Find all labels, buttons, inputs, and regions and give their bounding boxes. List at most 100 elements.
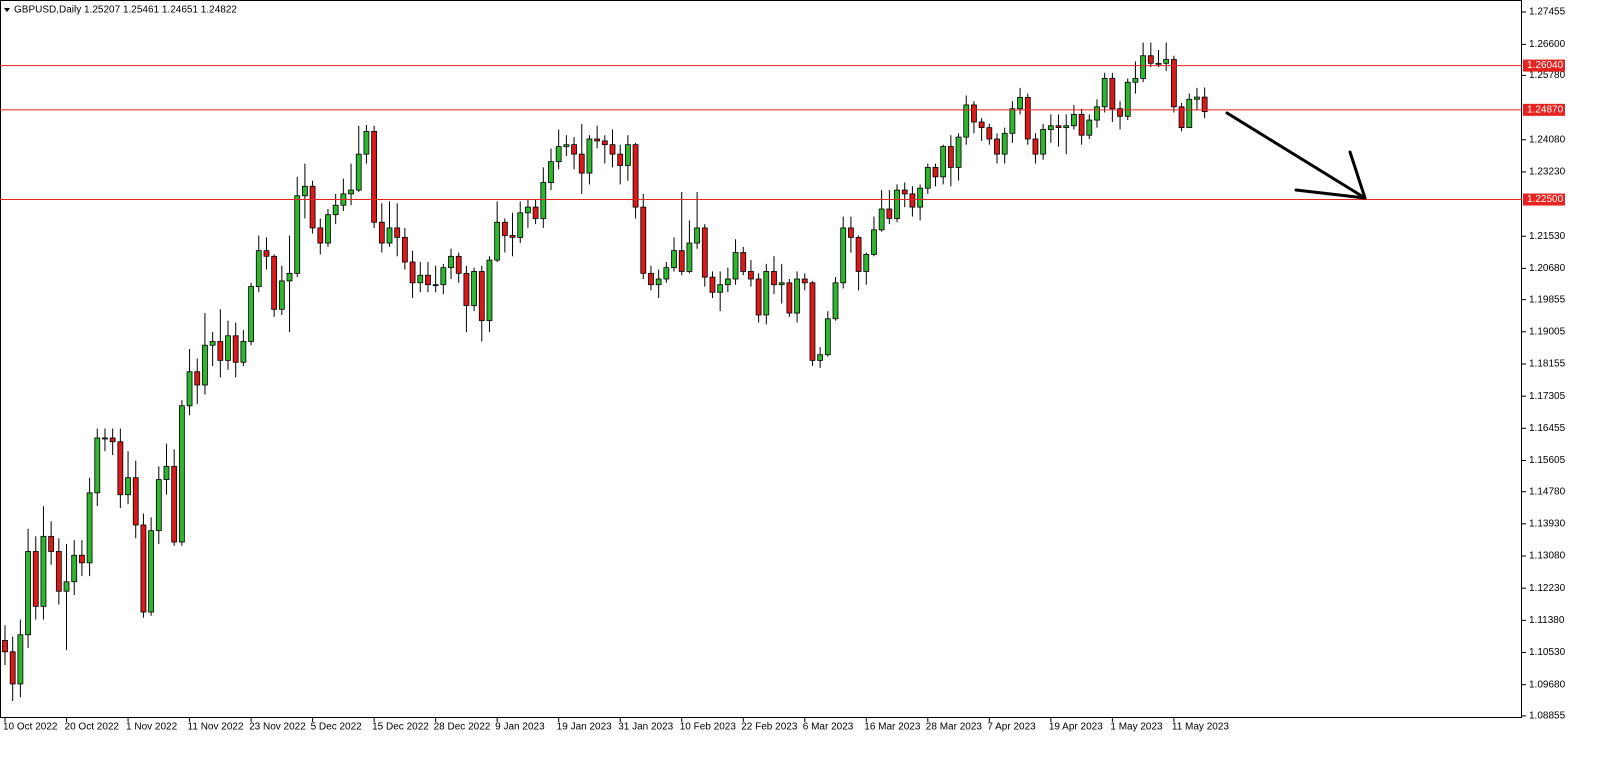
y-tick-label: 1.16455 <box>1529 423 1566 434</box>
candle-body <box>655 278 662 286</box>
candle-body <box>140 524 147 613</box>
candle-body <box>55 551 62 592</box>
candle-body <box>955 136 962 168</box>
candle-body <box>878 208 885 231</box>
candle-body <box>1055 125 1062 129</box>
level-label: 1.22500 <box>1527 194 1564 205</box>
candle-body <box>671 250 677 269</box>
arrow-head <box>1294 188 1367 200</box>
candle-body <box>1163 59 1170 64</box>
candle-body <box>378 221 385 244</box>
candle-body <box>786 282 793 314</box>
candle-body <box>363 131 370 155</box>
candle-body <box>1140 55 1147 79</box>
candle-body <box>1124 81 1131 117</box>
candle-body <box>32 551 39 607</box>
candle-body <box>771 271 777 286</box>
candle-body <box>1086 119 1093 136</box>
y-tick-label: 1.09680 <box>1529 679 1566 690</box>
candle-body <box>102 437 108 440</box>
candle-body <box>202 344 208 386</box>
arrow-shaft <box>1225 111 1367 200</box>
candle-body <box>455 255 462 274</box>
y-tick-label: 1.13080 <box>1529 551 1566 562</box>
candle-body <box>1132 78 1139 83</box>
x-tick-label: 7 Apr 2023 <box>987 722 1036 733</box>
candle-body <box>501 221 508 236</box>
candle-body <box>940 146 947 178</box>
candle-body <box>809 282 816 361</box>
candle-body <box>240 341 247 363</box>
candle-body <box>232 335 239 363</box>
chart-title: GBPUSD,Daily 1.25207 1.25461 1.24651 1.2… <box>14 5 237 16</box>
candle-body <box>532 206 539 219</box>
x-tick-label: 1 May 2023 <box>1110 722 1163 733</box>
candle-body <box>225 335 231 361</box>
candle-body <box>1017 96 1023 110</box>
x-tick-label: 5 Dec 2022 <box>311 722 363 733</box>
candle-body <box>440 267 447 286</box>
candle-body <box>1117 108 1123 117</box>
candle-body <box>724 278 731 286</box>
candle-body <box>401 236 408 263</box>
candle-body <box>294 195 301 274</box>
candle-body <box>517 212 524 238</box>
candle-body <box>509 235 516 238</box>
candle-body <box>540 182 547 219</box>
y-tick-label: 1.14780 <box>1529 486 1566 497</box>
candle-body <box>601 140 608 146</box>
candle-body <box>632 144 639 208</box>
candle-body <box>471 271 477 306</box>
candle-body <box>778 282 785 286</box>
candle-body <box>1201 96 1208 113</box>
candle-body <box>909 193 916 208</box>
candle-body <box>617 153 624 166</box>
y-tick-label: 1.12230 <box>1529 583 1566 594</box>
level-label-box <box>1523 193 1565 206</box>
candle-body <box>486 259 493 322</box>
y-tick-label: 1.08855 <box>1529 711 1566 722</box>
candle-body <box>417 274 424 284</box>
candle-body <box>1155 62 1162 65</box>
candle-body <box>863 254 870 272</box>
candle-body <box>40 535 47 607</box>
x-tick-label: 28 Dec 2022 <box>434 722 491 733</box>
candle-body <box>448 255 454 269</box>
candle-body <box>271 255 278 310</box>
candle-body <box>217 341 224 361</box>
candle-body <box>309 185 316 229</box>
candle-body <box>1071 113 1077 127</box>
candle-body <box>794 278 800 314</box>
candle-body <box>1101 78 1108 108</box>
candle-body <box>894 189 900 219</box>
y-tick-label: 1.19005 <box>1529 326 1566 337</box>
y-tick-label: 1.13930 <box>1529 519 1566 530</box>
x-tick-label: 11 Nov 2022 <box>188 722 244 733</box>
candle-body <box>371 131 378 223</box>
x-tick-label: 9 Jan 2023 <box>495 722 545 733</box>
y-tick-label: 1.11380 <box>1529 615 1565 626</box>
y-tick-label: 1.26600 <box>1529 39 1566 50</box>
candle-body <box>732 252 739 280</box>
x-tick-label: 11 May 2023 <box>1172 722 1230 733</box>
candle-body <box>1047 125 1054 130</box>
y-tick-label: 1.19855 <box>1529 294 1566 305</box>
candle-body <box>478 271 485 322</box>
candle-body <box>355 153 362 191</box>
candle-body <box>609 144 616 155</box>
y-tick-label: 1.23230 <box>1529 167 1566 178</box>
candle-body <box>1001 132 1008 155</box>
candle-body <box>624 144 631 166</box>
candle-body <box>94 437 101 494</box>
candle-body <box>155 479 162 532</box>
trend-arrow <box>1225 111 1367 200</box>
candle-body <box>25 551 31 636</box>
candle-body <box>17 634 24 685</box>
candle-body <box>740 252 747 272</box>
candle-body <box>578 153 585 174</box>
candle-body <box>425 274 431 286</box>
menu-triangle[interactable] <box>4 8 10 12</box>
candle-body <box>594 138 601 142</box>
